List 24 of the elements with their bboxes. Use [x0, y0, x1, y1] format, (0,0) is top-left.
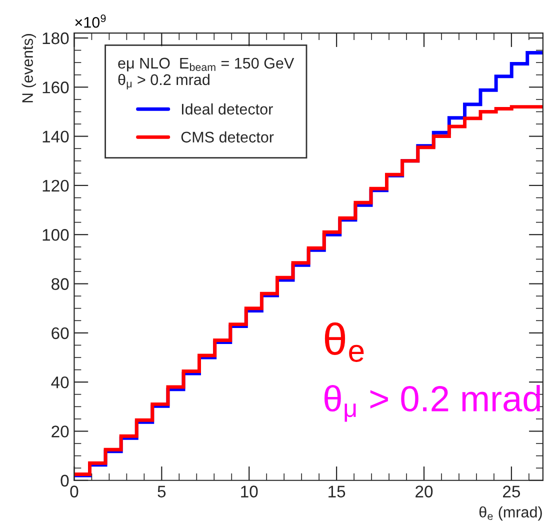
y-tick-label: 120	[42, 180, 69, 192]
x-axis-title: θ$_{e}$ (mrad)	[479, 506, 542, 521]
x-tick-label: 5	[158, 486, 166, 498]
y-tick-label: 80	[52, 278, 69, 290]
y-tick-label: 140	[42, 130, 69, 142]
legend-label: CMS detector	[181, 131, 274, 143]
text: eμ NLO E$_{beam}$ = 150 GeV θ$_{μ}$ > 0.2 mrad	[118, 58, 294, 90]
y-tick-label: 40	[51, 376, 69, 388]
y-tick-label: 100	[42, 229, 69, 241]
x-tick-label: 20	[416, 486, 433, 498]
y-axis-title: N (events)	[22, 34, 36, 102]
y-tick-label: 0	[60, 474, 69, 487]
x-tick-label: 25	[503, 486, 520, 498]
x-tick-label: 10	[241, 486, 258, 498]
x-tick-label: 15	[328, 486, 346, 498]
annotation: θ$_{e}$	[324, 322, 364, 362]
legend-label: Ideal detector	[182, 103, 273, 115]
x-tick-label: 0	[70, 486, 78, 498]
y-tick-label: 180	[42, 32, 69, 44]
annotation: θ$_{μ}$ > 0.2 mrad	[324, 385, 540, 422]
text: ×10$^{9}$	[75, 14, 106, 28]
y-tick-label: 160	[42, 82, 69, 94]
y-tick-label: 60	[52, 327, 69, 340]
y-tick-label: 20	[52, 426, 69, 438]
